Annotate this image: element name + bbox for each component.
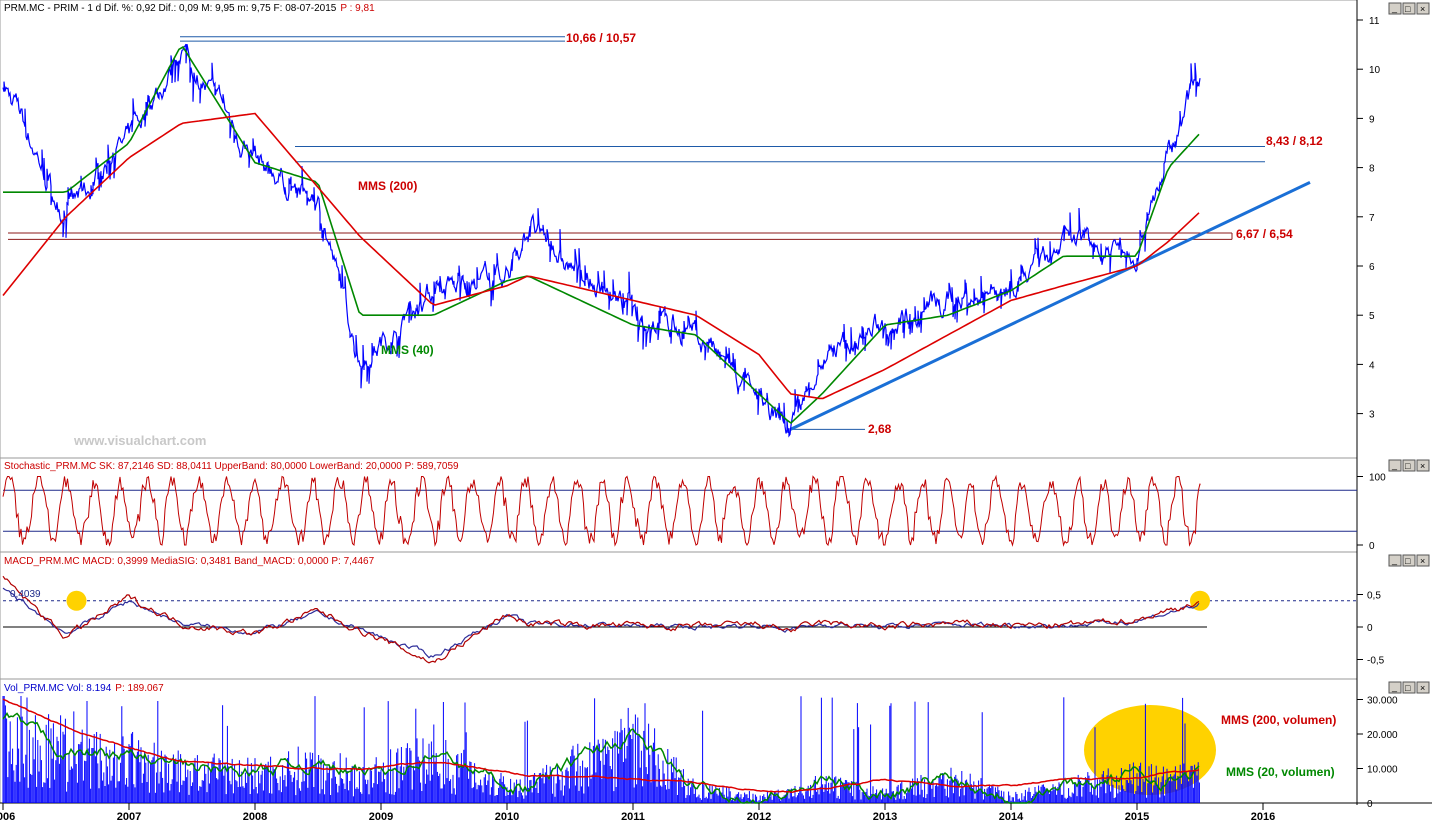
macd-header: MACD_PRM.MC MACD: 0,3999 MediaSIG: 0,348…: [4, 556, 375, 567]
stoch-y-tick-label: 100: [1369, 473, 1386, 484]
stochastic-window-buttons[interactable]: _ □ ×: [1388, 459, 1430, 472]
maximize-icon: □: [1405, 4, 1411, 14]
vol-y-tick-label: 10.000: [1367, 765, 1398, 776]
label-vol-mms-200: MMS (200, volumen): [1221, 713, 1336, 727]
volume-header: Vol_PRM.MC Vol: 8.194 P: 189.067: [4, 683, 164, 694]
x-tick-label: 2007: [117, 811, 141, 823]
vol-y-tick-label: 20.000: [1367, 730, 1398, 741]
macd-line: [2, 575, 1200, 664]
price-y-tick-label: 7: [1369, 213, 1375, 224]
vol-y-tick-label: 0: [1367, 799, 1373, 810]
price-y-tick-label: 3: [1369, 410, 1375, 421]
minimize-icon: _: [1391, 555, 1398, 565]
label-mms-200: MMS (200): [358, 179, 417, 193]
volume-window-buttons[interactable]: _ □ ×: [1388, 681, 1430, 694]
price-window-buttons[interactable]: _ □ ×: [1388, 2, 1430, 15]
close-icon: ×: [1420, 461, 1425, 471]
stochastic-panel: [0, 457, 1358, 553]
minimize-button[interactable]: [1388, 554, 1402, 567]
price-y-tick-label: 5: [1369, 311, 1375, 322]
x-tick-label: 2015: [1125, 811, 1149, 823]
maximize-button[interactable]: [1402, 2, 1416, 15]
minimize-button[interactable]: [1388, 459, 1402, 472]
x-tick-label: 2008: [243, 811, 267, 823]
price-y-tick-label: 8: [1369, 164, 1375, 175]
stochastic-line: [2, 474, 1201, 547]
close-button[interactable]: [1416, 681, 1430, 694]
close-icon: ×: [1420, 556, 1425, 566]
x-tick-label: 2012: [747, 811, 771, 823]
macd-panel: [0, 551, 1358, 680]
macd-y-tick-label: 0,5: [1367, 591, 1381, 602]
watermark: www.visualchart.com: [73, 433, 206, 448]
minimize-icon: _: [1391, 682, 1398, 692]
price-y-tick-label: 4: [1369, 360, 1375, 371]
annotation-res-high: 10,66 / 10,57: [566, 31, 636, 45]
label-vol-mms-20: MMS (20, volumen): [1226, 765, 1335, 779]
mms-40-line: [3, 45, 1200, 425]
macd-level-label: 0,4039: [10, 589, 41, 600]
volume-header-p: P: 189.067: [115, 683, 164, 694]
price-panel: [0, 0, 1358, 459]
annotation-res-mid: 8,43 / 8,12: [1266, 134, 1323, 148]
price-y-tick-label: 9: [1369, 114, 1375, 125]
price-header: PRM.MC - PRIM - 1 d Dif. %: 0,92 Dif.: 0…: [4, 3, 375, 14]
x-tick-label: 2013: [873, 811, 897, 823]
label-mms-40: MMS (40): [381, 343, 434, 357]
price-y-tick-label: 6: [1369, 262, 1375, 273]
stochastic-header: Stochastic_PRM.MC SK: 87,2146 SD: 88,041…: [4, 461, 459, 472]
price-header-p: P : 9,81: [340, 3, 375, 14]
macd-y-tick-label: -0,5: [1367, 656, 1385, 667]
x-tick-label: 2016: [1251, 811, 1275, 823]
maximize-icon: □: [1405, 461, 1411, 471]
x-tick-label: 2009: [369, 811, 393, 823]
minimize-icon: _: [1391, 3, 1398, 13]
minimize-button[interactable]: [1388, 2, 1402, 15]
macd-signal-line: [2, 587, 1200, 659]
price-series-line: [2, 43, 1201, 438]
x-tick-label: 2006: [0, 811, 15, 823]
volume-header-text: Vol_PRM.MC Vol: 8.194: [4, 683, 112, 694]
x-tick-label: 2010: [495, 811, 519, 823]
vol-y-tick-label: 30.000: [1367, 696, 1398, 707]
close-button[interactable]: [1416, 2, 1430, 15]
minimize-icon: _: [1391, 460, 1398, 470]
close-icon: ×: [1420, 4, 1425, 14]
maximize-icon: □: [1405, 683, 1411, 693]
x-tick-label: 2014: [999, 811, 1024, 823]
annotation-low: 2,68: [868, 422, 892, 436]
macd-highlight-left: [66, 590, 87, 611]
mms-200-line: [2, 112, 1200, 400]
vol-mms-200-line: [2, 698, 1200, 793]
price-y-tick-label: 10: [1369, 65, 1381, 76]
close-icon: ×: [1420, 683, 1425, 693]
maximize-button[interactable]: [1402, 554, 1416, 567]
price-y-tick-label: 11: [1369, 16, 1380, 27]
macd-highlight-right: [1190, 590, 1210, 611]
trendline: [789, 181, 1311, 431]
close-button[interactable]: [1416, 459, 1430, 472]
maximize-icon: □: [1405, 556, 1411, 566]
maximize-button[interactable]: [1402, 681, 1416, 694]
price-header-text: PRM.MC - PRIM - 1 d Dif. %: 0,92 Dif.: 0…: [4, 3, 337, 14]
annotation-res-low: 6,67 / 6,54: [1236, 227, 1293, 241]
stoch-y-tick-label: 0: [1369, 541, 1375, 552]
minimize-button[interactable]: [1388, 681, 1402, 694]
vol-mms-20-line: [2, 712, 1200, 804]
x-tick-label: 2011: [621, 811, 645, 823]
macd-window-buttons[interactable]: _ □ ×: [1388, 554, 1430, 567]
close-button[interactable]: [1416, 554, 1430, 567]
macd-y-tick-label: 0: [1367, 623, 1373, 634]
maximize-button[interactable]: [1402, 459, 1416, 472]
